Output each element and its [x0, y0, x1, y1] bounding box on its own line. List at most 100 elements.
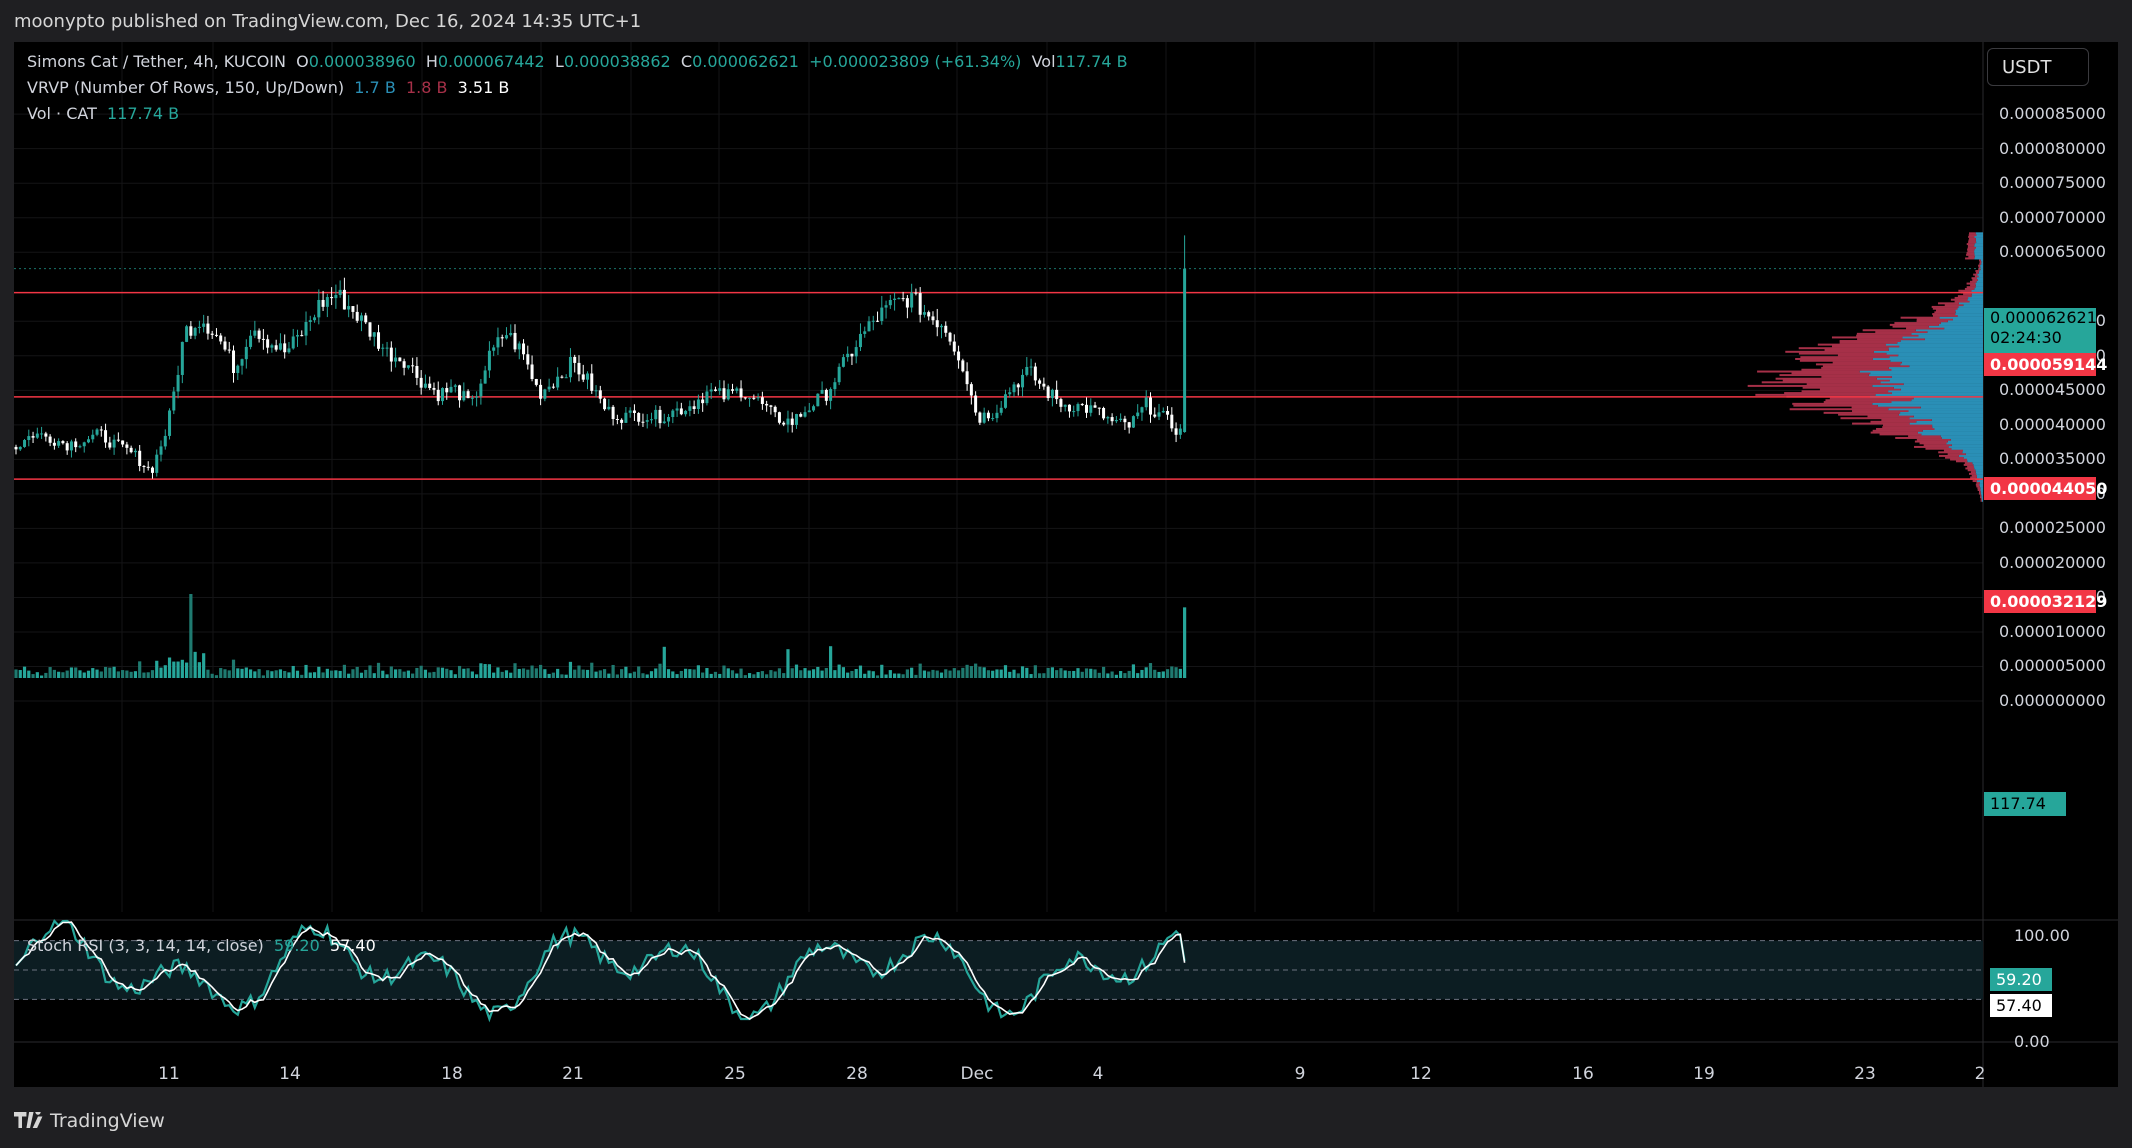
vrvp-name: VRVP (Number Of Rows, 150, Up/Down) — [27, 78, 345, 97]
vrvp-down-bar — [1970, 280, 1977, 283]
vrvp-down-bar — [1966, 252, 1975, 255]
stoch-rsi-legend[interactable]: Stoch RSI (3, 3, 14, 14, close) 59.20 57… — [27, 936, 376, 955]
candle-body — [850, 353, 854, 357]
candle-body — [573, 356, 577, 363]
candle-body — [368, 322, 372, 337]
candle-body — [159, 446, 163, 455]
candle-body — [287, 348, 291, 353]
volume-legend[interactable]: Vol · CAT 117.74 B — [27, 104, 179, 123]
candle-body — [905, 298, 909, 308]
candle-body — [240, 359, 244, 366]
vrvp-legend[interactable]: VRVP (Number Of Rows, 150, Up/Down) 1.7 … — [27, 78, 509, 97]
stoch-k-line — [15, 919, 1186, 1023]
vrvp-up-bar — [1974, 250, 1983, 253]
candle-body — [445, 388, 449, 393]
vrvp-down-bar — [1821, 375, 1892, 378]
volume-bar — [180, 659, 184, 678]
vrvp-up-bar — [1975, 239, 1983, 242]
vrvp-down-bar — [1978, 492, 1981, 495]
volume-bar — [782, 673, 786, 678]
volume-bar — [1153, 669, 1157, 678]
candle-body — [150, 467, 154, 473]
candle-body — [458, 385, 462, 401]
chart-canvas[interactable] — [14, 42, 2118, 1087]
volume-bar — [61, 672, 65, 678]
candle-body — [876, 320, 880, 322]
vrvp-down-bar — [1837, 354, 1899, 357]
chart-pane[interactable]: Simons Cat / Tether, 4h, KUCOIN O0.00003… — [14, 42, 2118, 1087]
vrvp-up-bar — [1962, 451, 1983, 454]
vrvp-down-bar — [1831, 336, 1903, 339]
candle-body — [406, 365, 410, 368]
vrvp-down-bar — [1916, 438, 1951, 441]
vrvp-up-bar — [1891, 368, 1983, 371]
volume-bar — [961, 667, 965, 678]
vrvp-up-bar — [1875, 393, 1983, 396]
candle-body — [1153, 414, 1157, 417]
time-tick: 25 — [724, 1064, 746, 1084]
vrvp-up-bar — [1958, 305, 1983, 308]
volume-bar — [910, 667, 914, 678]
vrvp-up-bar — [1950, 438, 1983, 441]
vrvp-up-bar — [1962, 449, 1983, 452]
volume-bar — [402, 671, 406, 678]
tradingview-footer[interactable]: TradingView — [14, 1110, 165, 1132]
stoch-d-badge: 57.40 — [1990, 994, 2052, 1017]
candle-body — [568, 356, 572, 378]
vrvp-up-bar — [1975, 471, 1983, 474]
candle-body — [722, 388, 726, 400]
vrvp-down-bar — [1894, 322, 1941, 325]
vrvp-down-bar — [1839, 340, 1901, 343]
volume-bar — [325, 668, 329, 678]
candle-body — [1148, 397, 1152, 415]
vrvp-down-bar — [1979, 490, 1981, 493]
volume-bar — [304, 664, 308, 678]
vrvp-up-bar — [1921, 433, 1983, 436]
volume-bar — [479, 663, 483, 678]
vrvp-up-bar — [1980, 259, 1983, 262]
volume-bar — [406, 670, 410, 678]
price-tick: 0.000075000 — [1999, 173, 2106, 193]
candle-body — [1050, 389, 1054, 399]
candle-body — [1170, 414, 1174, 429]
vrvp-down-bar — [1968, 237, 1976, 240]
candle-body — [189, 326, 193, 336]
price-tick: 0.000005000 — [1999, 656, 2106, 676]
time-tick: 11 — [158, 1064, 180, 1084]
stoch-k-legend-value: 59.20 — [273, 936, 320, 955]
volume-bar — [956, 670, 961, 678]
vrvp-up-bar — [1976, 474, 1983, 477]
vrvp-up-bar — [1946, 442, 1983, 445]
volume-bar — [1136, 673, 1140, 678]
vrvp-down-bar — [1839, 341, 1898, 344]
currency-button[interactable]: USDT — [1987, 48, 2089, 86]
vrvp-down-bar — [1976, 481, 1980, 484]
level-badge-lower: 0.000032129 — [1984, 590, 2107, 613]
volume-bar — [905, 669, 909, 678]
vrvp-down-bar — [1976, 485, 1980, 488]
vrvp-down-bar — [1832, 361, 1902, 364]
close-value: 0.000062621 — [692, 52, 799, 71]
time-tick: 16 — [1572, 1064, 1594, 1084]
candle-body — [777, 412, 781, 423]
volume-bar — [526, 669, 530, 678]
vrvp-down-bar — [1958, 289, 1972, 292]
symbol-label[interactable]: Simons Cat / Tether, 4h, KUCOIN — [27, 52, 286, 71]
grid-lines — [14, 42, 1983, 912]
volume-bar — [1067, 670, 1072, 678]
vrvp-up-bar — [1965, 453, 1983, 456]
vrvp-down-bar — [1965, 257, 1975, 260]
vrvp-up-bar — [1913, 415, 1983, 418]
volume-bar — [658, 663, 662, 678]
candle-body — [338, 289, 342, 295]
vrvp-up-bar — [1955, 311, 1983, 314]
stoch-tick-100: 100.00 — [2014, 926, 2070, 945]
volume-bar — [863, 673, 867, 678]
candle-body — [377, 332, 381, 349]
volume-bar — [564, 674, 568, 678]
high-value: 0.000067442 — [437, 52, 545, 71]
candle-body — [121, 440, 125, 445]
volume-bar — [752, 674, 756, 678]
candle-body — [880, 307, 884, 321]
volume-bar — [918, 663, 922, 678]
